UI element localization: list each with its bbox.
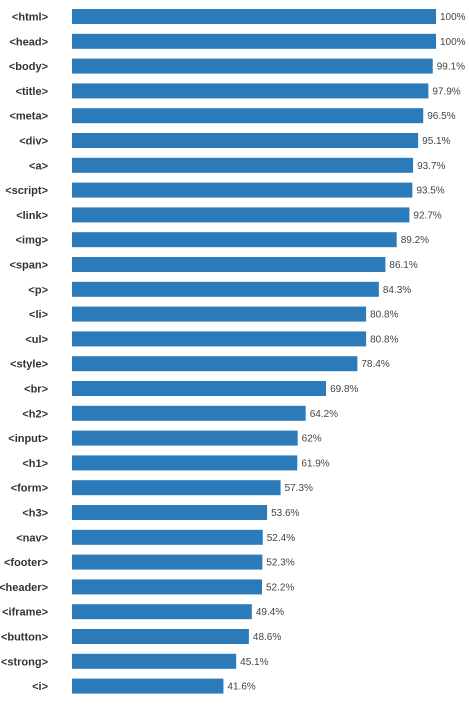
category-label: <script>: [5, 185, 48, 197]
bar: [72, 529, 263, 545]
value-label: 96.5%: [427, 111, 455, 122]
value-label: 61.9%: [301, 458, 329, 469]
category-label: <li>: [29, 309, 48, 321]
value-label: 57.3%: [285, 483, 313, 494]
category-label: <h2>: [22, 408, 48, 420]
bar: [72, 331, 367, 347]
value-label: 52.3%: [266, 558, 294, 569]
bar: [72, 157, 414, 173]
bar: [72, 9, 436, 24]
category-label: <i>: [32, 681, 48, 693]
category-label: <br>: [24, 384, 48, 396]
value-label: 69.8%: [330, 384, 358, 395]
bar: [72, 33, 436, 49]
bar: [72, 83, 429, 99]
value-label: 41.6%: [227, 682, 255, 693]
category-label: <img>: [16, 235, 48, 247]
category-label: <meta>: [9, 111, 48, 123]
bar: [72, 505, 268, 520]
category-label: <input>: [8, 433, 48, 445]
category-label: <div>: [19, 136, 48, 148]
category-label: <ul>: [25, 334, 48, 346]
bar: [72, 455, 298, 471]
value-label: 95.1%: [422, 136, 450, 147]
value-label: 45.1%: [240, 657, 268, 668]
bar: [72, 281, 379, 297]
value-label: 78.4%: [361, 359, 389, 370]
bar: [72, 678, 224, 694]
category-label: <strong>: [1, 656, 48, 668]
bar: [72, 405, 306, 421]
value-label: 92.7%: [413, 210, 441, 221]
value-label: 93.5%: [416, 186, 444, 197]
bar: [72, 604, 252, 620]
bar: [72, 133, 419, 148]
value-label: 100%: [440, 37, 466, 48]
value-label: 99.1%: [437, 62, 465, 73]
category-label: <a>: [29, 160, 48, 172]
category-label: <head>: [9, 36, 48, 48]
category-label: <link>: [16, 210, 48, 222]
bar: [72, 480, 281, 496]
bar: [72, 306, 367, 322]
category-label: <button>: [1, 632, 48, 644]
bar: [72, 182, 413, 198]
category-label: <style>: [10, 359, 48, 371]
bar: [72, 381, 327, 396]
category-label: <header>: [0, 582, 48, 594]
value-label: 80.8%: [370, 334, 398, 345]
value-label: 52.4%: [267, 533, 295, 544]
value-label: 84.3%: [383, 285, 411, 296]
category-label: <p>: [28, 284, 48, 296]
value-label: 100%: [440, 12, 466, 23]
bar: [72, 653, 237, 669]
bar: [72, 356, 358, 372]
category-label: <h1>: [22, 458, 48, 470]
value-label: 49.4%: [256, 607, 284, 618]
value-label: 53.6%: [271, 508, 299, 519]
bar: [72, 579, 263, 595]
category-label: <nav>: [16, 532, 48, 544]
bar: [72, 58, 433, 74]
value-label: 97.9%: [432, 86, 460, 97]
value-label: 64.2%: [310, 409, 338, 420]
value-label: 80.8%: [370, 310, 398, 321]
category-label: <title>: [16, 86, 48, 98]
bar: [72, 430, 298, 446]
value-label: 62%: [302, 434, 322, 445]
category-label: <form>: [11, 483, 48, 495]
category-label: <body>: [9, 61, 48, 73]
bar: [72, 108, 424, 124]
value-label: 86.1%: [389, 260, 417, 271]
category-label: <iframe>: [2, 607, 48, 619]
category-label: <span>: [9, 260, 48, 272]
value-label: 89.2%: [401, 235, 429, 246]
category-label: <footer>: [4, 557, 48, 569]
bar: [72, 554, 263, 570]
bar: [72, 232, 397, 248]
bar: [72, 257, 386, 272]
category-label: <h3>: [22, 508, 48, 520]
value-label: 48.6%: [253, 632, 281, 643]
bar: [72, 207, 410, 223]
value-label: 93.7%: [417, 161, 445, 172]
bars-group: <html> 100% <head> 100% <body> 99.1% <title> 97…: [0, 9, 466, 694]
category-label: <html>: [12, 12, 48, 24]
bar: [72, 629, 249, 644]
value-label: 52.2%: [266, 582, 294, 593]
